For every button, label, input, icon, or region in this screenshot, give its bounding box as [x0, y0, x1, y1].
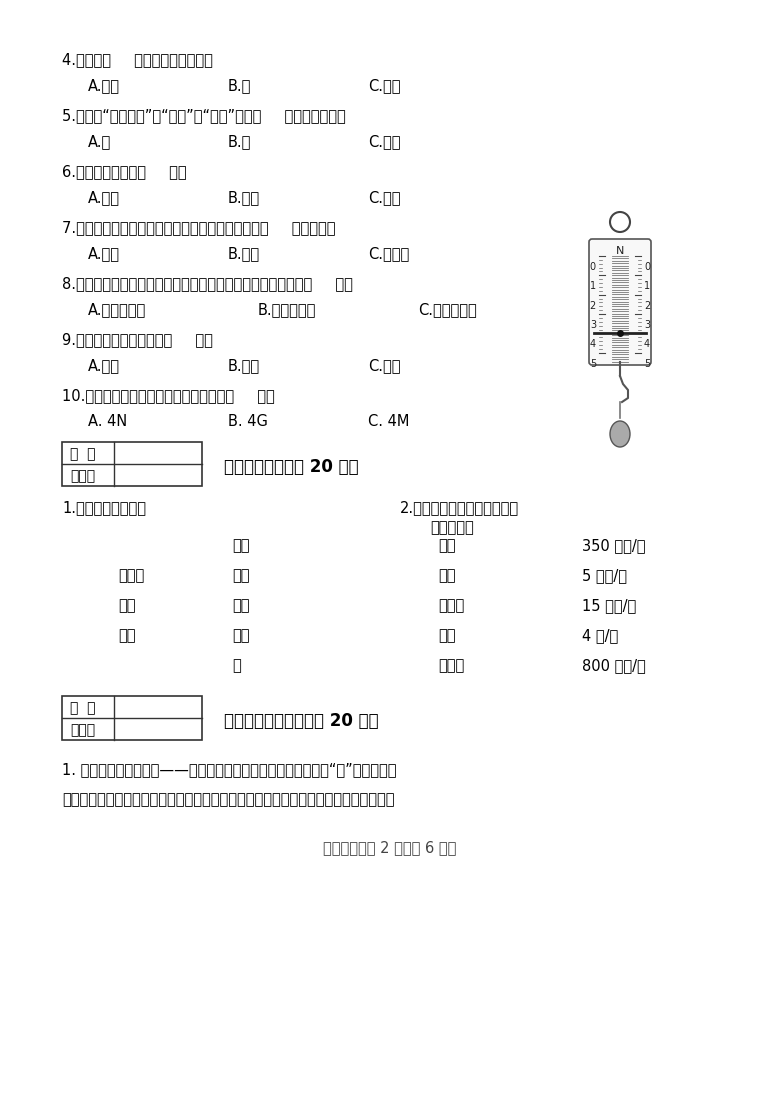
- FancyBboxPatch shape: [589, 239, 651, 365]
- Text: C.鸟类: C.鸟类: [368, 78, 400, 93]
- Text: 四、阅读分析题：（八 20 分）: 四、阅读分析题：（八 20 分）: [224, 713, 378, 730]
- Text: 3: 3: [590, 320, 596, 330]
- Text: A.水: A.水: [88, 133, 112, 149]
- Text: 4 米/时: 4 米/时: [582, 628, 619, 643]
- Text: 人: 人: [232, 658, 241, 673]
- Text: C.滚动: C.滚动: [368, 190, 400, 205]
- Text: 人步行: 人步行: [438, 598, 464, 613]
- Bar: [62, 696, 202, 740]
- Text: B.船: B.船: [228, 133, 251, 149]
- Text: 3: 3: [644, 320, 650, 330]
- Text: 系上皮筋，皮筋中段系上一包裹弹丸的皮块。游戏时请千万不要对着动物或人射击哦！: 系上皮筋，皮筋中段系上一包裹弹丸的皮块。游戏时请千万不要对着动物或人射击哦！: [62, 792, 395, 807]
- Text: A.摇动: A.摇动: [88, 190, 120, 205]
- Text: 5: 5: [590, 358, 596, 368]
- Text: 哺乳类: 哺乳类: [118, 568, 144, 583]
- Text: 15 千米/时: 15 千米/时: [582, 598, 636, 613]
- Text: 2: 2: [590, 301, 596, 311]
- Text: 鱼类: 鱼类: [118, 628, 136, 643]
- Text: 1.按动物类别连线：: 1.按动物类别连线：: [62, 500, 146, 515]
- Bar: [62, 442, 202, 486]
- Text: C.抓虫: C.抓虫: [368, 358, 400, 373]
- Text: A. 4N: A. 4N: [88, 414, 127, 429]
- Text: 四年级科学第 2 页（八 6 页）: 四年级科学第 2 页（八 6 页）: [324, 840, 456, 855]
- Text: C.地面: C.地面: [368, 133, 400, 149]
- Text: 速度连线：: 速度连线：: [430, 520, 473, 535]
- Text: 5 千米/时: 5 千米/时: [582, 568, 627, 583]
- Text: 2: 2: [644, 301, 651, 311]
- Text: 三、连线题：（八 20 分）: 三、连线题：（八 20 分）: [224, 458, 359, 476]
- Text: 350 千米/时: 350 千米/时: [582, 538, 646, 553]
- Ellipse shape: [610, 421, 630, 447]
- Text: 动车: 动车: [438, 628, 456, 643]
- Text: N: N: [616, 246, 624, 256]
- Text: 4: 4: [590, 340, 596, 350]
- Text: B. 4G: B. 4G: [228, 414, 268, 429]
- Text: C.摩擦力: C.摩擦力: [368, 246, 410, 261]
- Text: 1. 下图是一种游戏工具——弹弓。它一般用树木的枝抒制作，呈“丫”字形，两头: 1. 下图是一种游戏工具——弹弓。它一般用树木的枝抒制作，呈“丫”字形，两头: [62, 762, 396, 777]
- Text: B.小车的载重: B.小车的载重: [258, 302, 317, 317]
- Text: 10.右图中用测力计提起重物所用的力是（     ）。: 10.右图中用测力计提起重物所用的力是（ ）。: [62, 388, 275, 403]
- Text: 自行车: 自行车: [438, 658, 464, 673]
- Text: 得  分: 得 分: [70, 447, 95, 461]
- Text: 蝙蝠: 蝙蝠: [232, 628, 250, 643]
- Text: A.爬树: A.爬树: [88, 358, 120, 373]
- Text: C.行进的路程: C.行进的路程: [418, 302, 477, 317]
- Text: 2.把下列物体的运动与相应的: 2.把下列物体的运动与相应的: [400, 500, 519, 515]
- Text: 飞机: 飞机: [438, 568, 456, 583]
- Text: 5: 5: [644, 358, 651, 368]
- Text: 1: 1: [644, 281, 650, 291]
- Text: B.沉水: B.沉水: [228, 358, 260, 373]
- Text: 6.琴弦的运动叫做（     ）。: 6.琴弦的运动叫做（ ）。: [62, 164, 186, 179]
- Text: 锦鲤: 锦鲤: [232, 598, 250, 613]
- Text: 评卷人: 评卷人: [70, 722, 95, 737]
- Text: 8.探究小车拉力大小与小车前进快慢的关系时，需要改变的是（     ）。: 8.探究小车拉力大小与小车前进快慢的关系时，需要改变的是（ ）。: [62, 276, 353, 291]
- Text: 1: 1: [590, 281, 596, 291]
- Text: 得  分: 得 分: [70, 702, 95, 715]
- Text: 0: 0: [644, 263, 650, 272]
- Text: 鲸鱼: 鲸鱼: [232, 538, 250, 553]
- Text: 0: 0: [590, 263, 596, 272]
- Text: B.振动: B.振动: [228, 190, 260, 205]
- Text: 7.运动中的自行车能立刻刹住车停下来，这是由于（     ）的作用。: 7.运动中的自行车能立刻刹住车停下来，这是由于（ ）的作用。: [62, 219, 335, 235]
- Text: A.弹力: A.弹力: [88, 246, 120, 261]
- Text: 5.俗话说“水涨船高”，“水涨”、“船高”是以（     ）为参照物的。: 5.俗话说“水涨船高”，“水涨”、“船高”是以（ ）为参照物的。: [62, 108, 346, 124]
- Text: B.拉力: B.拉力: [228, 246, 260, 261]
- Text: 马鸟: 马鸟: [232, 568, 250, 583]
- Text: C. 4M: C. 4M: [368, 414, 410, 429]
- Text: 鸟类: 鸟类: [118, 598, 136, 613]
- Text: 评卷人: 评卷人: [70, 469, 95, 483]
- Text: 4.胎生是（     ）动物的繁殖方式。: 4.胎生是（ ）动物的繁殖方式。: [62, 52, 213, 67]
- Text: 800 千米/时: 800 千米/时: [582, 658, 646, 673]
- Text: 4: 4: [644, 340, 650, 350]
- Text: A.鑰码的数量: A.鑰码的数量: [88, 302, 147, 317]
- Text: A.哺乳: A.哺乳: [88, 78, 120, 93]
- Text: B.鱼: B.鱼: [228, 78, 251, 93]
- Text: 9.鸟的足和趾细长，适合（     ）。: 9.鸟的足和趾细长，适合（ ）。: [62, 332, 213, 347]
- Text: 蜗牛: 蜗牛: [438, 538, 456, 553]
